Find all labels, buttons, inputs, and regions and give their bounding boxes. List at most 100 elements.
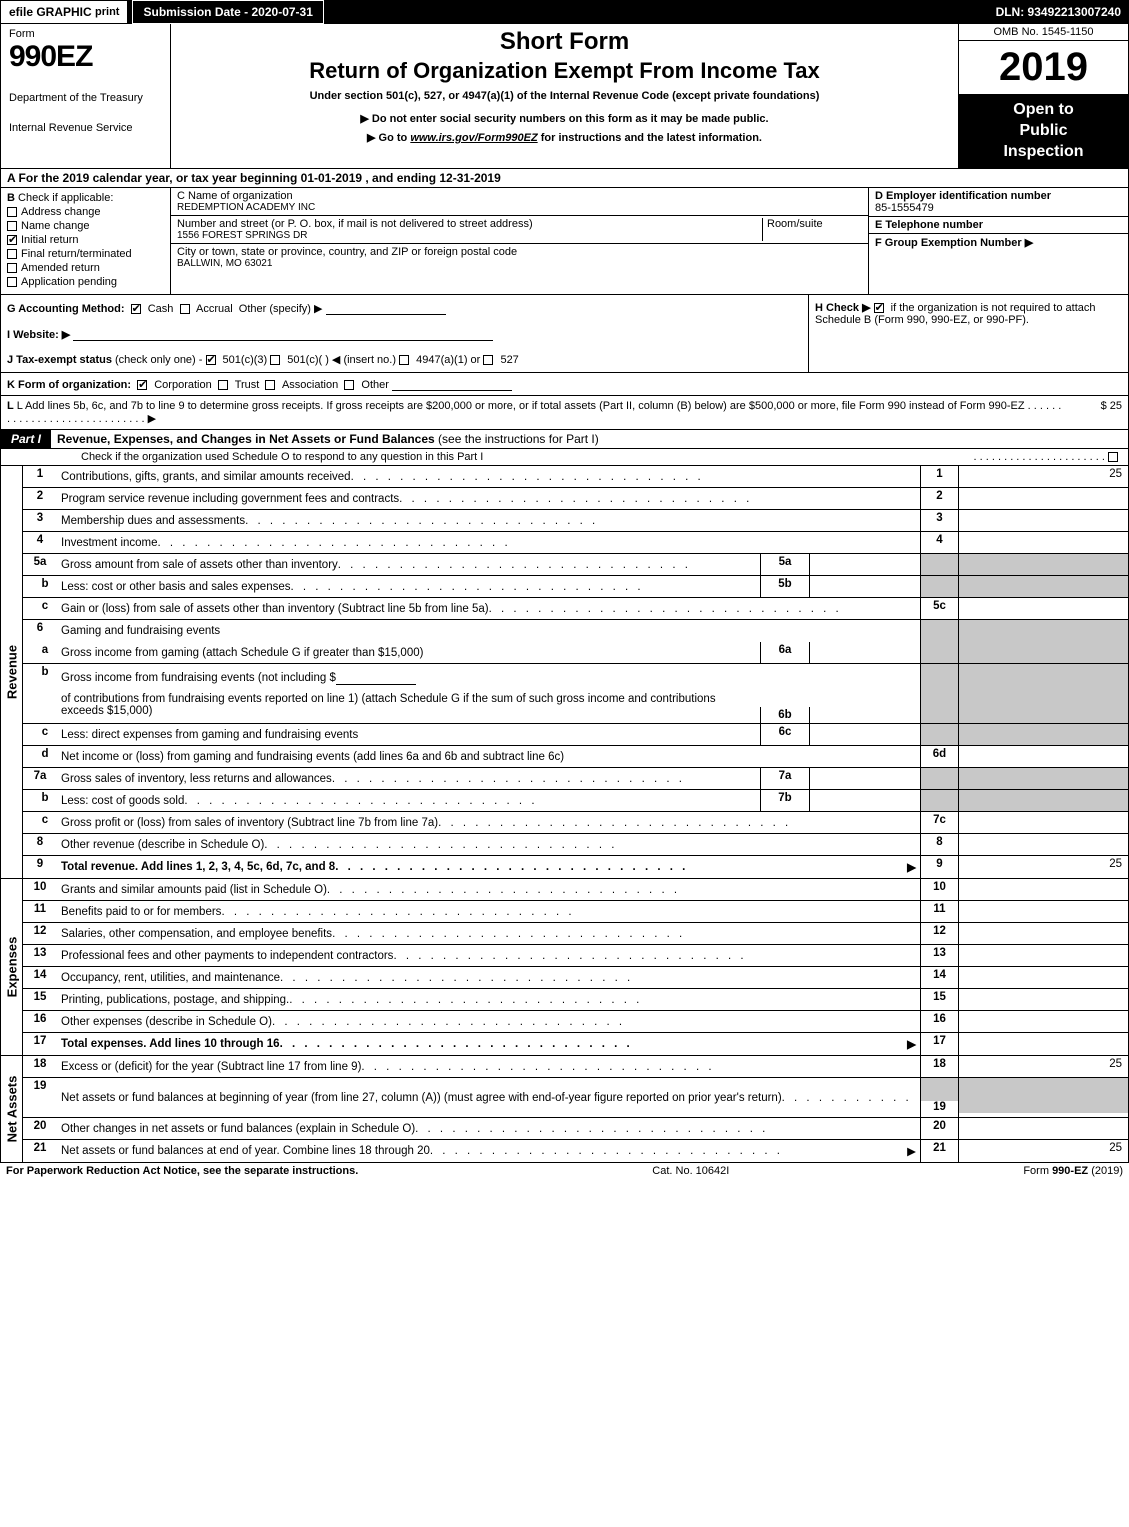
chk-corp[interactable]	[137, 380, 147, 390]
inspection-l2: Public	[963, 121, 1124, 142]
vtab-expenses: Expenses	[1, 879, 23, 1055]
tax-year-bar: A For the 2019 calendar year, or tax yea…	[0, 169, 1129, 188]
line-17: 17 Total expenses. Add lines 10 through …	[23, 1033, 1128, 1055]
vtab-revenue: Revenue	[1, 466, 23, 878]
omb-number: OMB No. 1545-1150	[959, 24, 1128, 41]
line-6b: b Gross income from fundraising events (…	[23, 664, 1128, 724]
row-l: L L Add lines 5b, 6c, and 7b to line 9 t…	[0, 396, 1129, 430]
c-city-value: BALLWIN, MO 63021	[177, 258, 862, 269]
irs-link[interactable]: www.irs.gov/Form990EZ	[410, 132, 537, 144]
l-value: $ 25	[1062, 400, 1122, 425]
line-7a: 7a Gross sales of inventory, less return…	[23, 768, 1128, 790]
k-label: K Form of organization:	[7, 379, 131, 391]
6b-amount-field[interactable]	[336, 671, 416, 685]
chk-h[interactable]	[874, 303, 884, 313]
chk-final[interactable]: Final return/terminated	[7, 248, 164, 260]
row-g-h: G Accounting Method: Cash Accrual Other …	[0, 295, 1129, 373]
chk-4947[interactable]	[399, 355, 409, 365]
c-name-label: C Name of organization	[177, 190, 862, 202]
b-label: B	[7, 192, 15, 204]
form-label: Form	[9, 28, 162, 40]
chk-initial[interactable]: Initial return	[7, 234, 164, 246]
chk-501c[interactable]	[270, 355, 280, 365]
revenue-section: Revenue 1 Contributions, gifts, grants, …	[0, 466, 1129, 879]
dln-number: DLN: 93492213007240	[988, 0, 1129, 24]
line-18: 18 Excess or (deficit) for the year (Sub…	[23, 1056, 1128, 1078]
d-label: D Employer identification number	[875, 190, 1122, 202]
inspection-l3: Inspection	[963, 142, 1124, 163]
line-11: 11 Benefits paid to or for members 11	[23, 901, 1128, 923]
line-16: 16 Other expenses (describe in Schedule …	[23, 1011, 1128, 1033]
line-7b: b Less: cost of goods sold 7b	[23, 790, 1128, 812]
c-addr-value: 1556 FOREST SPRINGS DR	[177, 230, 762, 241]
tax-year: 2019	[959, 41, 1128, 94]
print-link[interactable]: print	[95, 6, 119, 18]
other-specify-field[interactable]	[326, 301, 446, 315]
header-left: Form 990EZ Department of the Treasury In…	[1, 24, 171, 168]
line-14: 14 Occupancy, rent, utilities, and maint…	[23, 967, 1128, 989]
l-text: L Add lines 5b, 6c, and 7b to line 9 to …	[17, 400, 1025, 412]
row-h: H Check ▶ if the organization is not req…	[808, 295, 1128, 372]
row-g: G Accounting Method: Cash Accrual Other …	[1, 295, 808, 372]
chk-cash[interactable]	[131, 304, 141, 314]
line-6a: a Gross income from gaming (attach Sched…	[23, 642, 1128, 664]
section-def: D Employer identification number 85-1555…	[868, 188, 1128, 294]
line-3: 3 Membership dues and assessments 3	[23, 510, 1128, 532]
line-5a: 5a Gross amount from sale of assets othe…	[23, 554, 1128, 576]
expenses-section: Expenses 10 Grants and similar amounts p…	[0, 879, 1129, 1056]
form-title: Return of Organization Exempt From Incom…	[179, 58, 950, 84]
netassets-section: Net Assets 18 Excess or (deficit) for th…	[0, 1056, 1129, 1163]
line-10: 10 Grants and similar amounts paid (list…	[23, 879, 1128, 901]
form-header: Form 990EZ Department of the Treasury In…	[0, 24, 1129, 169]
inspection-l1: Open to	[963, 100, 1124, 121]
short-form-title: Short Form	[179, 28, 950, 56]
footer-mid: Cat. No. 10642I	[652, 1165, 729, 1177]
line-12: 12 Salaries, other compensation, and emp…	[23, 923, 1128, 945]
line-6: 6 Gaming and fundraising events	[23, 620, 1128, 642]
c-room-label: Room/suite	[762, 218, 862, 241]
submission-date: Submission Date - 2020-07-31	[132, 0, 323, 24]
d-value: 85-1555479	[875, 202, 1122, 214]
other-org-field[interactable]	[392, 377, 512, 391]
footer-left: For Paperwork Reduction Act Notice, see …	[6, 1165, 358, 1177]
top-bar: efile GRAPHIC print Submission Date - 20…	[0, 0, 1129, 24]
b-text: Check if applicable:	[18, 192, 113, 204]
line-15: 15 Printing, publications, postage, and …	[23, 989, 1128, 1011]
line-8: 8 Other revenue (describe in Schedule O)…	[23, 834, 1128, 856]
line-2: 2 Program service revenue including gove…	[23, 488, 1128, 510]
section-b: B Check if applicable: Address change Na…	[1, 188, 171, 294]
chk-address[interactable]: Address change	[7, 206, 164, 218]
chk-501c3[interactable]	[206, 355, 216, 365]
chk-name[interactable]: Name change	[7, 220, 164, 232]
chk-accrual[interactable]	[180, 304, 190, 314]
part1-header: Part I Revenue, Expenses, and Changes in…	[0, 430, 1129, 449]
footer-right: Form 990-EZ (2019)	[1023, 1165, 1123, 1177]
inspection-box: Open to Public Inspection	[959, 94, 1128, 168]
chk-amended[interactable]: Amended return	[7, 262, 164, 274]
line-4: 4 Investment income 4	[23, 532, 1128, 554]
g-label: G Accounting Method:	[7, 303, 125, 315]
h-label: H Check ▶	[815, 302, 874, 314]
c-name-value: REDEMPTION ACADEMY INC	[177, 202, 862, 213]
line-5b: b Less: cost or other basis and sales ex…	[23, 576, 1128, 598]
footer: For Paperwork Reduction Act Notice, see …	[0, 1163, 1129, 1179]
dept-irs: Internal Revenue Service	[9, 122, 162, 134]
chk-schedule-o[interactable]	[1108, 452, 1118, 462]
chk-trust[interactable]	[218, 380, 228, 390]
line-9: 9 Total revenue. Add lines 1, 2, 3, 4, 5…	[23, 856, 1128, 878]
chk-pending[interactable]: Application pending	[7, 276, 164, 288]
line-19: 19 Net assets or fund balances at beginn…	[23, 1078, 1128, 1118]
part1-tab: Part I	[1, 430, 51, 448]
line-1: 1 Contributions, gifts, grants, and simi…	[23, 466, 1128, 488]
line-7c: c Gross profit or (loss) from sales of i…	[23, 812, 1128, 834]
chk-other-org[interactable]	[344, 380, 354, 390]
chk-527[interactable]	[483, 355, 493, 365]
efile-graphic-label: efile GRAPHIC print	[0, 0, 128, 24]
f-label: F Group Exemption Number ▶	[875, 236, 1122, 249]
chk-assoc[interactable]	[265, 380, 275, 390]
line-6d: d Net income or (loss) from gaming and f…	[23, 746, 1128, 768]
website-field[interactable]	[73, 327, 493, 341]
subtitle-warning: ▶ Do not enter social security numbers o…	[179, 112, 950, 125]
section-c: C Name of organization REDEMPTION ACADEM…	[171, 188, 868, 294]
efile-text: efile GRAPHIC	[9, 5, 92, 19]
